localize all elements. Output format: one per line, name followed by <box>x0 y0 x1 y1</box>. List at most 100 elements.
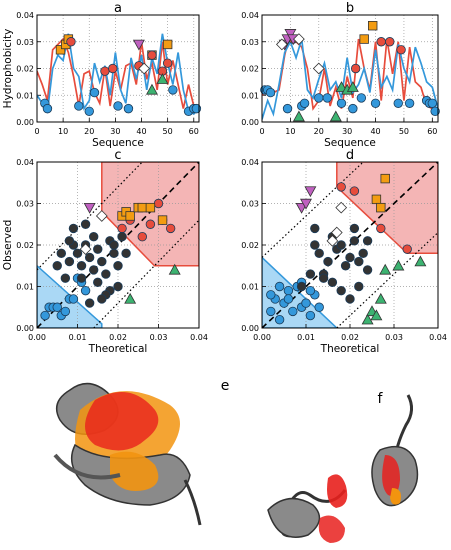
y-tick-label-3: 0.03 <box>241 200 259 209</box>
point-square-1-6 <box>157 215 168 225</box>
point-circle-2-13 <box>274 281 285 292</box>
y-tick-label-3: 0.03 <box>241 38 259 47</box>
y-tick-label-1: 0.01 <box>16 283 34 292</box>
diagonal-line-2 <box>93 219 199 328</box>
point-triangle-up-5-4 <box>379 263 392 275</box>
point-circle-0-4 <box>153 198 164 209</box>
point-circle-4-4 <box>89 87 100 98</box>
point-circle-3-22 <box>88 265 99 275</box>
region-0 <box>336 162 438 255</box>
x-axis-label: Theoretical <box>320 343 380 355</box>
point-circle-4-6 <box>314 93 324 103</box>
point-square-1-4 <box>137 202 148 213</box>
point-circle-2-9 <box>305 310 316 321</box>
point-circle-2-10 <box>80 285 91 296</box>
point-circle-3-2 <box>310 240 320 250</box>
x-axis-label: Sequence <box>324 137 376 149</box>
x-tick-label-5: 50 <box>163 127 173 136</box>
point-circle-4-5 <box>299 98 310 108</box>
point-circle-3-27 <box>97 294 107 304</box>
point-circle-3-4 <box>396 45 406 55</box>
point-circle-3-5 <box>72 248 83 259</box>
diagonal-line-1 <box>37 162 143 271</box>
x-tick-label-2: 0.02 <box>341 333 359 342</box>
point-circle-4-13 <box>404 98 415 108</box>
point-circle-4-7 <box>168 85 178 95</box>
point-circle-3-11 <box>349 236 360 246</box>
point-circle-3-0 <box>66 37 76 47</box>
panel-title: c <box>114 148 121 163</box>
y-tick-label-1: 0.01 <box>16 91 34 100</box>
point-triangle-up-5-0 <box>361 313 374 325</box>
y-tick-label-4: 0.04 <box>241 158 259 167</box>
x-tick-label-6: 60 <box>427 127 437 136</box>
point-circle-2-14 <box>283 294 294 304</box>
point-circle-3-17 <box>327 277 338 288</box>
x-tick-label-1: 0.01 <box>297 333 315 342</box>
point-circle-3-3 <box>314 248 324 259</box>
x-tick-label-6: 60 <box>189 127 199 136</box>
point-circle-2-12 <box>266 290 276 300</box>
point-diamond-7-0 <box>138 62 150 75</box>
point-circle-3-19 <box>345 294 355 304</box>
point-circle-0-3 <box>145 219 156 229</box>
point-circle-3-5 <box>323 256 333 267</box>
point-circle-3-1 <box>56 248 67 259</box>
x-tick-label-4: 40 <box>136 127 146 136</box>
point-circle-3-26 <box>84 298 95 308</box>
axes-frame <box>261 161 439 329</box>
x-tick-label-3: 0.03 <box>150 333 168 342</box>
point-circle-4-16 <box>427 98 438 108</box>
point-circle-4-6 <box>123 103 134 114</box>
chart-d: 0.00 0.01 0.02 0.03 0.04 0.00 0.01 0.02 0.03 0.04… <box>241 148 447 355</box>
point-circle-3-20 <box>354 281 364 292</box>
point-circle-0-6 <box>165 223 176 234</box>
point-triangle-up-6-1 <box>156 73 169 84</box>
point-diamond-6-2 <box>335 201 348 214</box>
point-circle-4-9 <box>348 103 358 114</box>
point-circle-2-0 <box>266 306 276 317</box>
panel-title: d <box>346 148 354 163</box>
axes-frame <box>36 14 200 123</box>
y-tick-label-2: 0.02 <box>16 65 34 74</box>
point-triangle-up-6-2 <box>335 81 348 92</box>
point-circle-3-18 <box>336 285 346 296</box>
x-tick-label-2: 20 <box>84 127 94 136</box>
point-circle-2-0 <box>40 310 50 321</box>
point-circle-2-5 <box>288 306 298 317</box>
point-triangle-up-5-1 <box>168 263 181 275</box>
point-square-2-4 <box>162 39 173 50</box>
point-circle-2-5 <box>60 306 71 317</box>
point-circle-3-10 <box>345 252 355 263</box>
x-axis-label: Theoretical <box>88 343 148 355</box>
point-circle-4-3 <box>282 103 293 114</box>
point-triangle-down-4-0 <box>83 202 96 214</box>
point-circle-3-11 <box>97 256 107 267</box>
point-triangle-up-5-5 <box>392 259 405 271</box>
point-circle-2-7 <box>68 294 79 304</box>
x-tick-label-3: 30 <box>342 127 352 136</box>
point-triangle-up-6-4 <box>346 81 359 92</box>
panel-f-title: f <box>378 391 384 407</box>
point-triangle-up-5-0 <box>124 292 137 304</box>
point-circle-3-21 <box>76 273 87 283</box>
y-axis-label: Observed <box>2 220 14 271</box>
y-tick-label-4: 0.04 <box>16 11 34 20</box>
point-circle-4-8 <box>336 98 347 108</box>
point-circle-3-2 <box>108 63 118 74</box>
point-circle-4-10 <box>356 93 367 103</box>
point-circle-3-12 <box>354 256 364 267</box>
point-triangle-down-4-2 <box>304 186 317 198</box>
y-tick-label-3: 0.03 <box>16 200 34 209</box>
point-circle-3-1 <box>350 63 361 74</box>
y-axis-label: Hydrophobicity <box>2 29 14 109</box>
point-circle-3-15 <box>310 223 320 234</box>
y-tick-label-2: 0.02 <box>16 241 34 250</box>
point-circle-4-1 <box>42 103 53 114</box>
point-circle-3-16 <box>117 231 127 242</box>
point-circle-3-0 <box>296 281 307 292</box>
point-circle-0-0 <box>117 223 127 234</box>
point-circle-3-1 <box>305 269 316 279</box>
point-circle-0-2 <box>376 223 386 234</box>
